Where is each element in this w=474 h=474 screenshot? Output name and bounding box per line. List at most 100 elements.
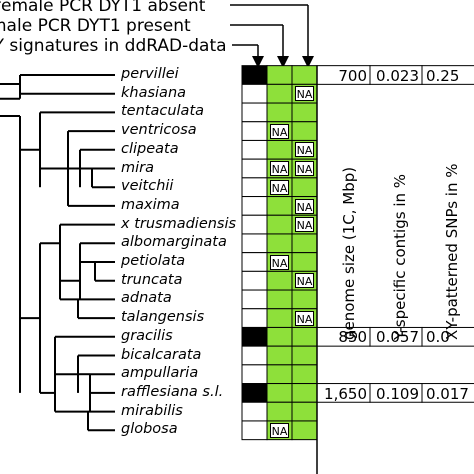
taxon-label: mirabilis (121, 402, 183, 419)
female-pcr-cell (291, 102, 318, 123)
table-value: 1,650 (324, 384, 367, 403)
table-value: 850 (338, 328, 367, 347)
table-value-cell (421, 326, 474, 347)
xy-signature-cell (241, 252, 268, 272)
xy-signature-cell (241, 270, 268, 291)
xy-signature-cell (241, 364, 268, 385)
male-pcr-cell (266, 83, 293, 104)
female-pcr-cell (291, 233, 318, 254)
table-value-cell (421, 383, 474, 403)
xy-signature-cell (241, 158, 268, 179)
female-pcr-cell (291, 364, 318, 385)
table-value-cell (421, 65, 474, 85)
female-pcr-cell (291, 121, 318, 141)
female-pcr-cell (291, 326, 318, 347)
xy-signature-cell (241, 102, 268, 123)
xy-signature-cell-filled (241, 65, 268, 85)
male-pcr-cell (266, 401, 293, 422)
taxon-label: clipeata (121, 140, 179, 157)
header-male-pcr: male PCR DYT1 present (0, 16, 191, 36)
label-genome-size: genome size (1C, Mbp) (340, 166, 358, 340)
taxon-label: x trusmadiensis (121, 215, 237, 232)
label-y-contigs: Y-specific contigs in % (391, 173, 409, 340)
male-pcr-na-label: NA (270, 161, 289, 177)
table-value: 0.25 (426, 66, 460, 85)
female-pcr-cell (291, 401, 318, 422)
taxon-label: talangensis (121, 309, 205, 326)
arrow-female-arrowhead (302, 56, 314, 68)
female-pcr-cell (291, 420, 318, 441)
male-pcr-cell (266, 308, 293, 328)
table-value: 0.023 (376, 66, 419, 85)
female-pcr-na-label: NA (295, 217, 314, 233)
taxon-label: mira (121, 159, 155, 176)
female-pcr-na-label: NA (295, 310, 314, 326)
xy-signature-cell (241, 177, 268, 198)
female-pcr-na-label: NA (295, 198, 314, 214)
male-pcr-cell (266, 65, 293, 85)
female-pcr-cell (291, 65, 318, 85)
taxon-label: tentaculata (121, 103, 205, 120)
table-value: 0.057 (376, 328, 419, 347)
male-pcr-na-label: NA (270, 179, 289, 195)
xy-signature-cell (241, 345, 268, 366)
female-pcr-cell (291, 289, 318, 310)
xy-signature-cell (241, 401, 268, 422)
table-value: 700 (338, 66, 367, 85)
header-female-pcr: female PCR DYT1 absent (0, 0, 206, 16)
female-pcr-cell (291, 177, 318, 198)
male-pcr-cell (266, 289, 293, 310)
taxon-label: globosa (121, 421, 178, 438)
xy-signature-cell (241, 308, 268, 328)
male-pcr-na-label: NA (270, 254, 289, 270)
xy-signature-cell (241, 233, 268, 254)
header-xy-signatures: XY signatures in ddRAD-data (0, 36, 227, 56)
male-pcr-cell (266, 383, 293, 403)
xy-signature-cell (241, 83, 268, 104)
taxon-label: rafflesiana s.l. (121, 383, 224, 400)
male-pcr-na-label: NA (270, 123, 289, 139)
male-pcr-cell (266, 102, 293, 123)
female-pcr-na-label: NA (295, 86, 314, 102)
xy-signature-cell-filled (241, 326, 268, 347)
table-value: 0.017 (426, 384, 469, 403)
taxon-label: truncata (121, 271, 183, 288)
male-pcr-cell (266, 233, 293, 254)
male-pcr-cell (266, 345, 293, 366)
taxon-label: khasiana (121, 84, 187, 101)
taxon-label: adnata (121, 290, 172, 307)
arrow-male-arrowhead (277, 56, 289, 68)
male-pcr-cell (266, 326, 293, 347)
taxon-label: ventricosa (121, 122, 197, 139)
male-pcr-na-label: NA (270, 422, 289, 438)
taxon-label: maxima (121, 196, 180, 213)
xy-signature-cell (241, 121, 268, 141)
table-value: 0.0 (426, 328, 450, 347)
male-pcr-cell (266, 196, 293, 216)
xy-signature-cell (241, 420, 268, 441)
xy-signature-cell (241, 214, 268, 235)
taxon-label: bicalcarata (121, 346, 202, 363)
taxon-label: veitchii (121, 178, 174, 195)
female-pcr-cell (291, 383, 318, 403)
male-pcr-cell (266, 270, 293, 291)
taxon-label: pervillei (121, 66, 179, 82)
xy-signature-cell (241, 196, 268, 216)
label-xy-snps: XY-patterned SNPs in % (443, 163, 461, 340)
taxon-label: petiolata (121, 253, 186, 269)
taxon-label: ampullaria (121, 365, 199, 382)
arrow-xy-arrowhead (252, 56, 264, 68)
taxon-label: gracilis (121, 327, 173, 344)
xy-signature-cell (241, 289, 268, 310)
female-pcr-cell (291, 252, 318, 272)
male-pcr-cell (266, 364, 293, 385)
female-pcr-na-label: NA (295, 273, 314, 289)
table-value: 0.109 (376, 384, 419, 403)
female-pcr-na-label: NA (295, 142, 314, 158)
taxon-label: albomarginata (121, 234, 227, 251)
male-pcr-cell (266, 214, 293, 235)
male-pcr-cell (266, 139, 293, 160)
female-pcr-cell (291, 345, 318, 366)
xy-signature-cell (241, 139, 268, 160)
